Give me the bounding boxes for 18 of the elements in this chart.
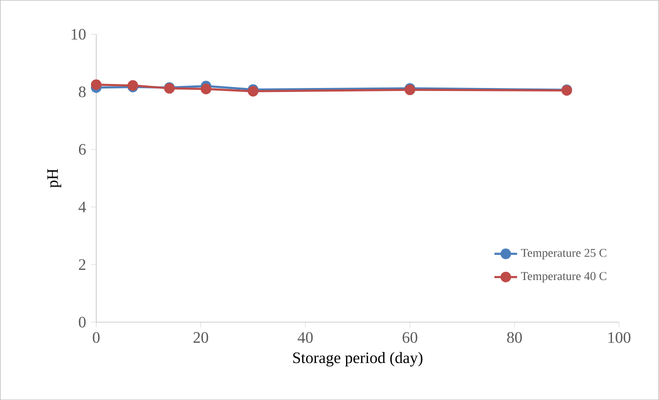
y-tick-label: 4 (78, 202, 86, 212)
legend-label: Temperature 40 C (521, 272, 606, 282)
x-tick-label: 60 (402, 332, 418, 343)
y-tick-label: 8 (78, 86, 86, 98)
x-tick-label: 80 (507, 332, 522, 343)
y-tick-label: 0 (78, 316, 86, 328)
y-tick-label: 2 (78, 259, 86, 270)
x-tick-label: 20 (194, 332, 208, 343)
x-tick-label: 40 (298, 332, 313, 343)
point (200, 84, 212, 94)
x-axis-title: Storage period (day) (293, 352, 422, 366)
y-tick-label: 10 (72, 28, 86, 40)
x-tick-label: 0 (92, 332, 100, 343)
y-axis-title: pH (47, 168, 62, 188)
x-tick-label: 100 (608, 332, 630, 343)
point (90, 79, 102, 90)
legend-label: Temperature 25 C (521, 248, 606, 260)
y-tick-label: 6 (78, 144, 86, 155)
